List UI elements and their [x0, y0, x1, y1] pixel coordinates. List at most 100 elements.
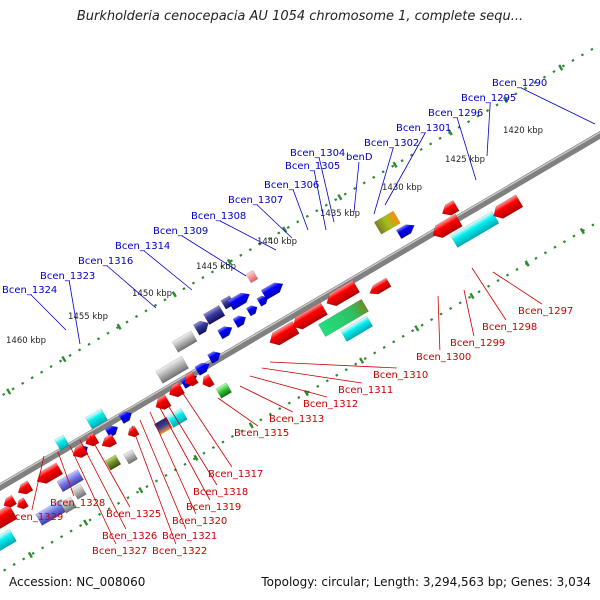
- gene-1306e[interactable]: [256, 294, 270, 307]
- gene-1325[interactable]: [56, 468, 84, 493]
- gene-1316[interactable]: [118, 409, 134, 425]
- gene-1290d[interactable]: [490, 194, 524, 222]
- gene-1301b[interactable]: [260, 279, 286, 301]
- gene-1306c[interactable]: [232, 313, 248, 329]
- gene-1329d[interactable]: [15, 497, 29, 512]
- gene-1311b[interactable]: [166, 407, 188, 428]
- gene-block: [123, 449, 138, 465]
- gene-1329b[interactable]: [0, 528, 17, 563]
- gene-1306b[interactable]: [217, 323, 234, 340]
- label-leader: [220, 220, 277, 251]
- scale-track-outer: [2, 43, 600, 396]
- gene-features[interactable]: [0, 194, 524, 563]
- scale-tick: [138, 487, 144, 494]
- gene-1301[interactable]: [227, 289, 253, 311]
- scale-dot: [258, 242, 262, 246]
- label-leader: [239, 385, 294, 413]
- scale-tick: [193, 454, 199, 462]
- gene-1320[interactable]: [104, 454, 122, 471]
- gene-benD[interactable]: [203, 304, 226, 326]
- gene-arrow: [245, 305, 258, 317]
- scale-dot: [12, 562, 16, 567]
- gene-1298b[interactable]: [318, 298, 369, 337]
- scale-dot: [60, 535, 64, 539]
- gene-label-forward: Bcen_1324: [2, 285, 57, 296]
- gene-label-forward: Bcen_1290: [492, 78, 547, 89]
- gene-arrow: [260, 282, 284, 301]
- gene-1312[interactable]: [181, 371, 199, 389]
- gene-1295[interactable]: [373, 210, 401, 235]
- scale-dot: [466, 120, 471, 124]
- gene-1311[interactable]: [166, 381, 186, 400]
- gene-1313[interactable]: [200, 373, 215, 389]
- gene-1300[interactable]: [266, 321, 300, 348]
- scale-dot: [88, 518, 92, 522]
- gene-1308[interactable]: [194, 360, 212, 376]
- gene-1321[interactable]: [123, 449, 138, 465]
- gene-1317[interactable]: [70, 443, 89, 460]
- scale-dot: [400, 159, 404, 163]
- label-leader: [384, 132, 426, 206]
- gene-label-reverse: Bcen_1318: [193, 487, 248, 498]
- gene-arrow: [194, 362, 210, 376]
- label-leader: [159, 407, 211, 501]
- gene-label-forward: Bcen_1309: [153, 226, 208, 237]
- gene-1323[interactable]: [54, 434, 70, 451]
- scale-dot: [373, 351, 377, 355]
- gene-1328b[interactable]: [59, 496, 77, 514]
- gene-1290c[interactable]: [439, 199, 460, 218]
- gene-1327[interactable]: [15, 480, 34, 498]
- gene-1328c[interactable]: [71, 483, 87, 500]
- genome-summary: Topology: circular; Length: 3,294,563 bp…: [261, 575, 591, 589]
- gene-1297b[interactable]: [340, 315, 374, 342]
- gene-1326[interactable]: [34, 462, 64, 487]
- scale-dot: [125, 320, 129, 324]
- gene-1304[interactable]: [171, 330, 198, 353]
- scale-dot: [419, 147, 423, 152]
- scale-dot: [11, 387, 15, 391]
- gene-1297c[interactable]: [429, 213, 463, 241]
- scale-dot: [106, 331, 110, 335]
- gene-1299[interactable]: [289, 302, 328, 332]
- label-leader: [313, 170, 327, 231]
- gene-arrow: [227, 292, 250, 311]
- gene-1306d[interactable]: [245, 303, 259, 317]
- scale-track-inner: [3, 223, 595, 572]
- gene-1290b[interactable]: [450, 210, 500, 248]
- gene-1306[interactable]: [155, 355, 189, 384]
- scale-dot: [449, 306, 453, 310]
- gene-label-forward: Bcen_1323: [40, 271, 95, 282]
- gene-1329[interactable]: [0, 504, 18, 536]
- gene-1309[interactable]: [207, 349, 222, 364]
- scale-dot: [543, 251, 548, 255]
- gene-1329c[interactable]: [1, 494, 18, 510]
- gene-1290[interactable]: [395, 221, 417, 240]
- gene-1319[interactable]: [99, 433, 118, 451]
- gene-label-reverse: Bcen_1322: [152, 546, 207, 557]
- scale-dot: [401, 334, 405, 338]
- label-leader: [318, 157, 335, 223]
- gene-1302b[interactable]: [245, 269, 259, 284]
- scale-dot: [523, 86, 528, 90]
- gene-1297[interactable]: [367, 277, 392, 298]
- gene-1318[interactable]: [83, 432, 100, 448]
- gene-label-forward: Bcen_1308: [191, 211, 246, 222]
- gene-1298[interactable]: [323, 279, 361, 309]
- scale-dot: [591, 223, 595, 227]
- gene-label-reverse: Bcen_1310: [373, 370, 428, 381]
- gene-block: [71, 483, 87, 500]
- gene-1305[interactable]: [193, 318, 211, 336]
- gene-1313b[interactable]: [215, 382, 233, 399]
- label-leader: [30, 294, 67, 331]
- gene-1310b[interactable]: [153, 416, 173, 435]
- gene-1314[interactable]: [85, 408, 108, 430]
- scale-dot: [439, 312, 443, 316]
- gene-block: [340, 315, 374, 342]
- scale-label: 1425 kbp: [445, 155, 485, 165]
- scale-label: 1460 kbp: [6, 336, 46, 346]
- gene-block: [166, 407, 188, 428]
- scale-dot: [477, 290, 481, 294]
- gene-block: [318, 298, 369, 337]
- scale-dot: [135, 490, 140, 494]
